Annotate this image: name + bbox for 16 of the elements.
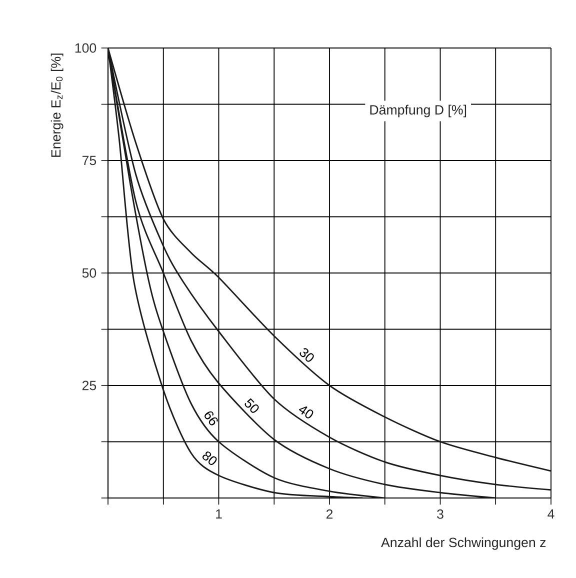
x-axis-title: Anzahl der Schwingungen z — [381, 537, 546, 550]
y-tick-label: 25 — [82, 380, 96, 390]
x-tick-label: 2 — [326, 509, 333, 519]
text: 30 — [300, 348, 314, 362]
text: 40 — [298, 406, 314, 418]
y-axis-title: Energie E$_{z}$/E$_{0}$ [%] — [50, 54, 64, 157]
text: 80 — [202, 451, 217, 465]
legend-title: Dämpfung D [%] — [370, 104, 466, 118]
text: 50 — [244, 398, 259, 413]
text: 66 — [204, 411, 218, 426]
x-tick-label: 4 — [548, 509, 554, 519]
x-tick-label: 1 — [216, 509, 222, 519]
y-tick-label: 75 — [82, 156, 96, 166]
y-tick-label: 100 — [75, 43, 96, 53]
x-tick-label: 3 — [437, 509, 444, 519]
y-tick-label: 50 — [82, 268, 96, 278]
